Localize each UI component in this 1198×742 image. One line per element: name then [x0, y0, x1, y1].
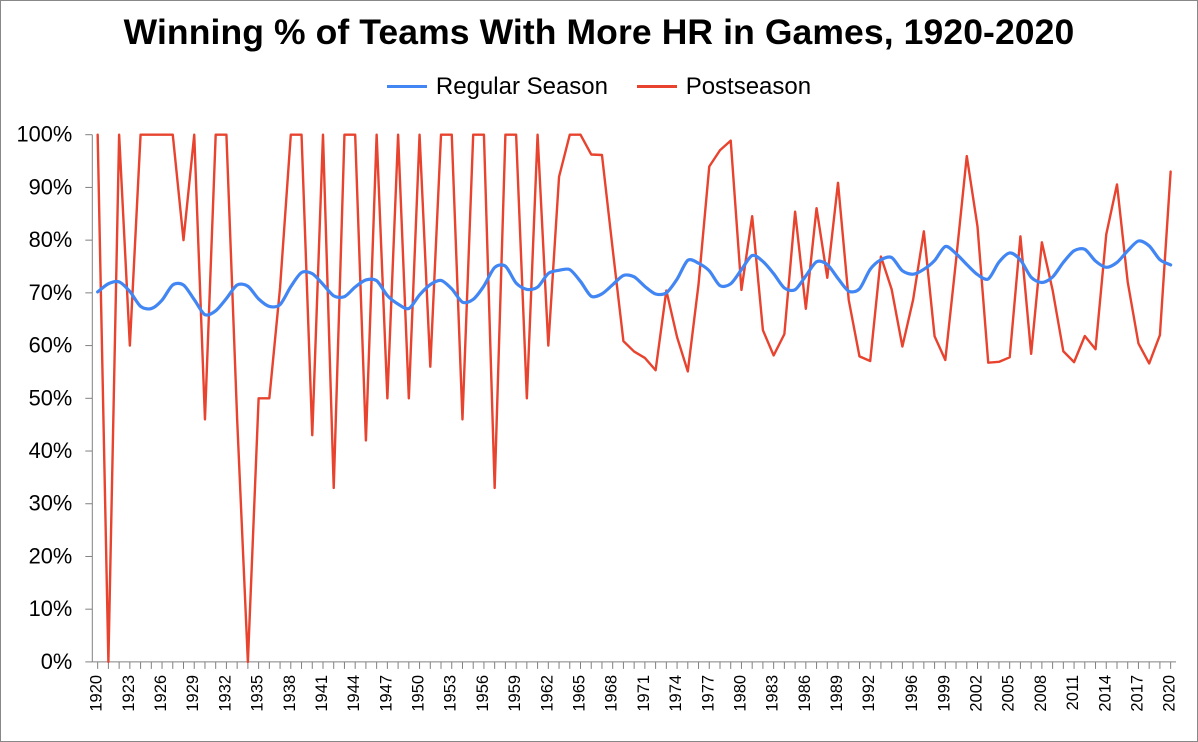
svg-text:1977: 1977 — [699, 674, 717, 711]
svg-text:1996: 1996 — [903, 674, 921, 711]
svg-text:2008: 2008 — [1032, 674, 1050, 711]
svg-text:50%: 50% — [29, 385, 73, 410]
svg-text:1968: 1968 — [603, 674, 621, 711]
svg-text:10%: 10% — [29, 596, 73, 621]
svg-text:80%: 80% — [29, 227, 73, 252]
svg-text:1923: 1923 — [120, 674, 138, 711]
svg-text:1971: 1971 — [635, 674, 653, 711]
svg-text:1944: 1944 — [345, 674, 363, 711]
svg-text:100%: 100% — [17, 121, 73, 146]
svg-text:20%: 20% — [29, 543, 73, 568]
svg-text:1929: 1929 — [184, 674, 202, 711]
svg-text:1947: 1947 — [377, 674, 395, 711]
svg-text:1938: 1938 — [281, 674, 299, 711]
svg-text:1992: 1992 — [860, 674, 878, 711]
svg-text:1956: 1956 — [474, 674, 492, 711]
svg-text:1983: 1983 — [764, 674, 782, 711]
svg-text:2002: 2002 — [968, 674, 986, 711]
svg-text:1932: 1932 — [216, 674, 234, 711]
svg-text:1986: 1986 — [796, 674, 814, 711]
svg-text:1941: 1941 — [313, 674, 331, 711]
svg-text:1953: 1953 — [442, 674, 460, 711]
svg-text:2017: 2017 — [1128, 674, 1146, 711]
svg-text:90%: 90% — [29, 174, 73, 199]
svg-text:60%: 60% — [29, 332, 73, 357]
svg-text:1974: 1974 — [667, 674, 685, 711]
svg-text:30%: 30% — [29, 490, 73, 515]
svg-text:1980: 1980 — [731, 674, 749, 711]
svg-text:2005: 2005 — [1000, 674, 1018, 711]
svg-text:2014: 2014 — [1096, 674, 1114, 711]
svg-text:1920: 1920 — [88, 674, 106, 711]
svg-text:1965: 1965 — [571, 674, 589, 711]
svg-text:1935: 1935 — [249, 674, 267, 711]
svg-text:40%: 40% — [29, 438, 73, 463]
svg-text:70%: 70% — [29, 279, 73, 304]
svg-text:2020: 2020 — [1161, 674, 1179, 711]
svg-text:1989: 1989 — [828, 674, 846, 711]
svg-text:1959: 1959 — [506, 674, 524, 711]
svg-text:0%: 0% — [41, 648, 73, 673]
svg-text:1962: 1962 — [538, 674, 556, 711]
svg-text:1926: 1926 — [152, 674, 170, 711]
svg-text:1999: 1999 — [935, 674, 953, 711]
svg-text:1950: 1950 — [410, 674, 428, 711]
svg-text:2011: 2011 — [1064, 674, 1082, 709]
